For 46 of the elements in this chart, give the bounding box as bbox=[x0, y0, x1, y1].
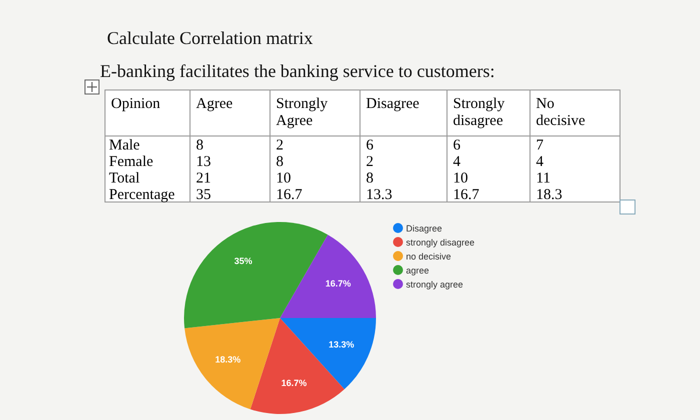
text: 4 bbox=[536, 154, 544, 170]
category-label: Total bbox=[109, 170, 140, 186]
text: 4 bbox=[453, 154, 460, 170]
text: 13.3 bbox=[366, 187, 392, 203]
category-label: Percentage bbox=[109, 187, 175, 203]
text: Opinion bbox=[111, 96, 161, 112]
category-label: Disagree bbox=[366, 96, 420, 112]
legend-label: Disagree bbox=[406, 224, 442, 234]
data-label: 16.7% bbox=[325, 278, 351, 289]
legend-label: strongly agree bbox=[406, 280, 464, 290]
text: 10 bbox=[276, 170, 291, 186]
data-label: 18.3% bbox=[215, 354, 241, 365]
legend-label: strongly disagree bbox=[406, 238, 475, 248]
text: 2 bbox=[276, 138, 284, 154]
category-label: Strongly Agree bbox=[276, 96, 328, 129]
category-label: Agree bbox=[196, 96, 233, 112]
text: 2 bbox=[366, 154, 374, 170]
text: 21 bbox=[196, 170, 211, 186]
text: Calculate Correlation matrix bbox=[107, 28, 313, 48]
text: 35 bbox=[196, 187, 211, 203]
category-label: Male bbox=[109, 138, 140, 154]
text: 11 bbox=[536, 170, 550, 186]
text: 16.7 bbox=[276, 187, 302, 203]
text: 7 bbox=[536, 138, 544, 154]
category-label: No decisive bbox=[536, 96, 586, 129]
category-label: Strongly disagree bbox=[453, 96, 506, 129]
pie-slice bbox=[280, 234, 376, 318]
legend-label: no decisive bbox=[406, 252, 452, 262]
data-label: 13.3% bbox=[328, 340, 354, 350]
text: 16.7 bbox=[453, 187, 480, 203]
data-label: 35% bbox=[234, 256, 252, 266]
text: 6 bbox=[453, 138, 460, 154]
text: 18.3 bbox=[536, 187, 562, 203]
pie-slice bbox=[184, 318, 280, 410]
category-label: Female bbox=[109, 154, 154, 170]
pie-slice bbox=[184, 222, 328, 328]
text: 8 bbox=[366, 170, 374, 186]
text: 8 bbox=[276, 154, 284, 170]
data-label: 16.7% bbox=[281, 378, 307, 388]
legend-label: agree bbox=[406, 266, 430, 276]
text: 13 bbox=[196, 154, 211, 170]
text: 8 bbox=[196, 138, 204, 154]
text: 10 bbox=[453, 170, 468, 186]
pie-slice bbox=[280, 318, 376, 390]
text: E-banking facilitates the banking service to customers: bbox=[100, 61, 495, 81]
text: 6 bbox=[366, 138, 374, 154]
